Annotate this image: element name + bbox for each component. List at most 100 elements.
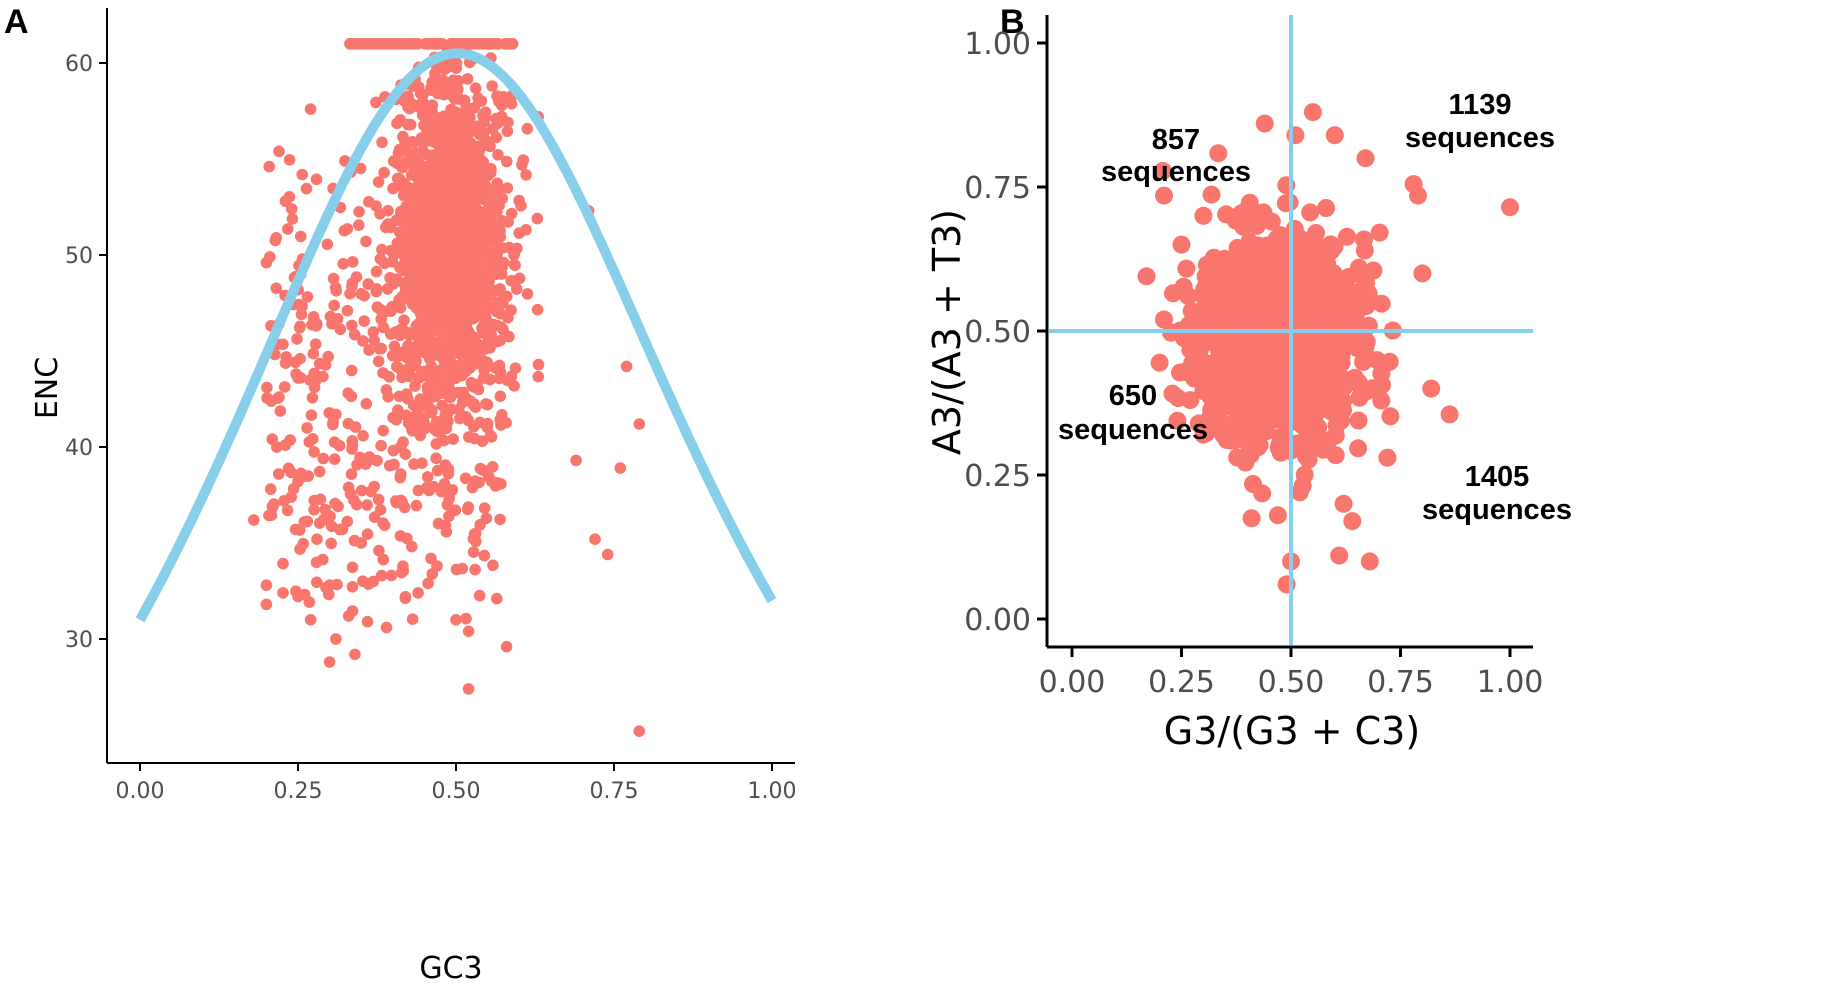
panel-a-point-1416 — [408, 218, 421, 230]
panel-a-point-205 — [468, 101, 481, 114]
panel-a-point-1001 — [495, 110, 508, 123]
panel-a-point-1685 — [420, 182, 432, 194]
panel-a-point-1623 — [493, 372, 506, 385]
panel-a-point-1706 — [311, 576, 323, 589]
panel-a-point-1914 — [436, 399, 449, 412]
panel-b-point-1430 — [1181, 340, 1200, 359]
annotation-upper-left-count: 857 — [1152, 124, 1200, 156]
panel-a-point-1756 — [350, 271, 363, 283]
panel-a-point-1045 — [508, 380, 520, 392]
panel-a-point-2024 — [285, 203, 298, 215]
panel-b-y-title: A3/(A3 + T3) — [925, 209, 969, 455]
panel-a-point-1987 — [390, 414, 403, 426]
panel-b-point-1011 — [1319, 431, 1338, 450]
panel-a-point-1641 — [481, 417, 494, 430]
panel-a-point-2023 — [570, 454, 582, 467]
panel-a-point-1586 — [351, 38, 363, 50]
panel-b-point-1381 — [1368, 351, 1386, 370]
panel-a-point-1352 — [515, 200, 527, 212]
panel-a-point-1875 — [485, 431, 498, 443]
panel-b-point-1392 — [1240, 193, 1259, 212]
panel-a-point-1977 — [282, 462, 295, 475]
panel-a-point-1948 — [474, 519, 486, 531]
panel-b-point-1295 — [1329, 275, 1348, 294]
panel-b-point-1018 — [1246, 212, 1265, 231]
panel-a-point-1780 — [443, 320, 456, 333]
panel-a-point-1931 — [324, 510, 336, 523]
panel-b-point-324 — [1202, 185, 1221, 204]
panel-a-point-1915 — [362, 578, 375, 590]
panel-a-point-1940 — [341, 515, 354, 528]
panel-b-point-1519 — [1356, 149, 1375, 168]
panel-a-point-1337 — [454, 116, 467, 129]
panel-a-point-976 — [521, 288, 534, 300]
panel-a-point-1310 — [386, 255, 399, 268]
panel-b-label: B — [1000, 3, 1025, 41]
panel-a-point-784 — [382, 204, 394, 217]
panel-a-point-1122 — [460, 101, 473, 113]
panel-a-point-1483 — [465, 341, 477, 354]
panel-b-point-1336 — [1217, 431, 1236, 449]
panel-a-point-1306 — [403, 102, 416, 115]
panel-a-point-1999 — [489, 362, 502, 374]
panel-b-point-1470 — [1313, 363, 1332, 382]
panel-a-ticks: 0.00 0.25 0.50 0.75 1.00 30 40 50 60 — [65, 52, 796, 804]
panel-a-point-1587 — [463, 38, 476, 50]
panel-a-point-2013 — [323, 656, 336, 668]
panel-a-point-1629 — [308, 446, 320, 458]
panel-a-point-1865 — [274, 405, 287, 417]
panel-a-point-1445 — [501, 290, 513, 303]
panel-a-point-1335 — [410, 189, 423, 201]
panel-a-point-1998 — [419, 397, 431, 410]
panel-a-point-1833 — [337, 258, 350, 270]
panel-a-points — [248, 38, 646, 737]
panel-a-point-1476 — [396, 161, 409, 174]
panel-b-point-1492 — [1247, 246, 1266, 265]
panel-b-point-1516 — [1255, 114, 1274, 133]
panel-a-point-1061 — [494, 230, 507, 243]
panel-a-point-1441 — [426, 76, 439, 88]
panel-b-point-895 — [1174, 277, 1193, 296]
panel-a-point-2000 — [468, 312, 480, 325]
panel-a-point-2018 — [589, 533, 601, 545]
annotation-upper-right-unit: sequences — [1405, 122, 1555, 154]
panel-b-point-1238 — [1349, 263, 1368, 282]
panel-a-point-1300 — [520, 169, 532, 181]
panel-b-point-1429 — [1230, 375, 1249, 393]
panel-a-point-1855 — [375, 569, 388, 582]
panel-a-point-1405 — [484, 140, 496, 153]
panel-a-x-title: GC3 — [419, 951, 482, 986]
panel-a-point-1668 — [345, 468, 358, 480]
panel-a-point-1828 — [308, 381, 321, 394]
panel-b-point-1511 — [1422, 379, 1441, 398]
panel-a-point-1730 — [456, 226, 469, 239]
panel-b-point-1410 — [1202, 400, 1221, 419]
panel-a-point-1899 — [353, 219, 365, 231]
panel-a-point-1862 — [370, 265, 383, 278]
panel-a-point-1487 — [464, 297, 477, 310]
panel-a-point-1753 — [396, 294, 409, 306]
panel-a-point-1964 — [375, 439, 387, 452]
panel-a-point-1432 — [480, 187, 493, 200]
panel-b-point-1200 — [1296, 235, 1315, 254]
panel-a-point-2037 — [431, 560, 443, 572]
panel-b-point-1524 — [1194, 425, 1213, 444]
panel-a-point-1803 — [372, 493, 385, 506]
panel-a-point-2039 — [450, 614, 462, 626]
panel-a-x-tick-label-2: 0.50 — [432, 779, 481, 804]
panel-a-point-1776 — [408, 458, 420, 470]
panel-a-point-1652 — [406, 613, 419, 625]
panel-a-point-1684 — [305, 409, 318, 422]
panel-a-point-1819 — [301, 422, 313, 434]
panel-a-expected-curve — [135, 48, 777, 623]
panel-b-point-1513 — [1404, 175, 1423, 194]
panel-b-point-1283 — [1314, 275, 1333, 294]
panel-b-point-1231 — [1345, 368, 1364, 387]
panel-b-x-tick-label-3: 0.75 — [1367, 665, 1434, 700]
annotation-lower-left-unit: sequences — [1058, 414, 1208, 446]
panel-a-point-1959 — [329, 497, 341, 510]
panel-a-point-1322 — [492, 149, 504, 161]
panel-a-point-1777 — [466, 481, 479, 494]
panel-b-point-1518 — [1325, 126, 1344, 145]
panel-a-point-2049 — [330, 408, 342, 421]
